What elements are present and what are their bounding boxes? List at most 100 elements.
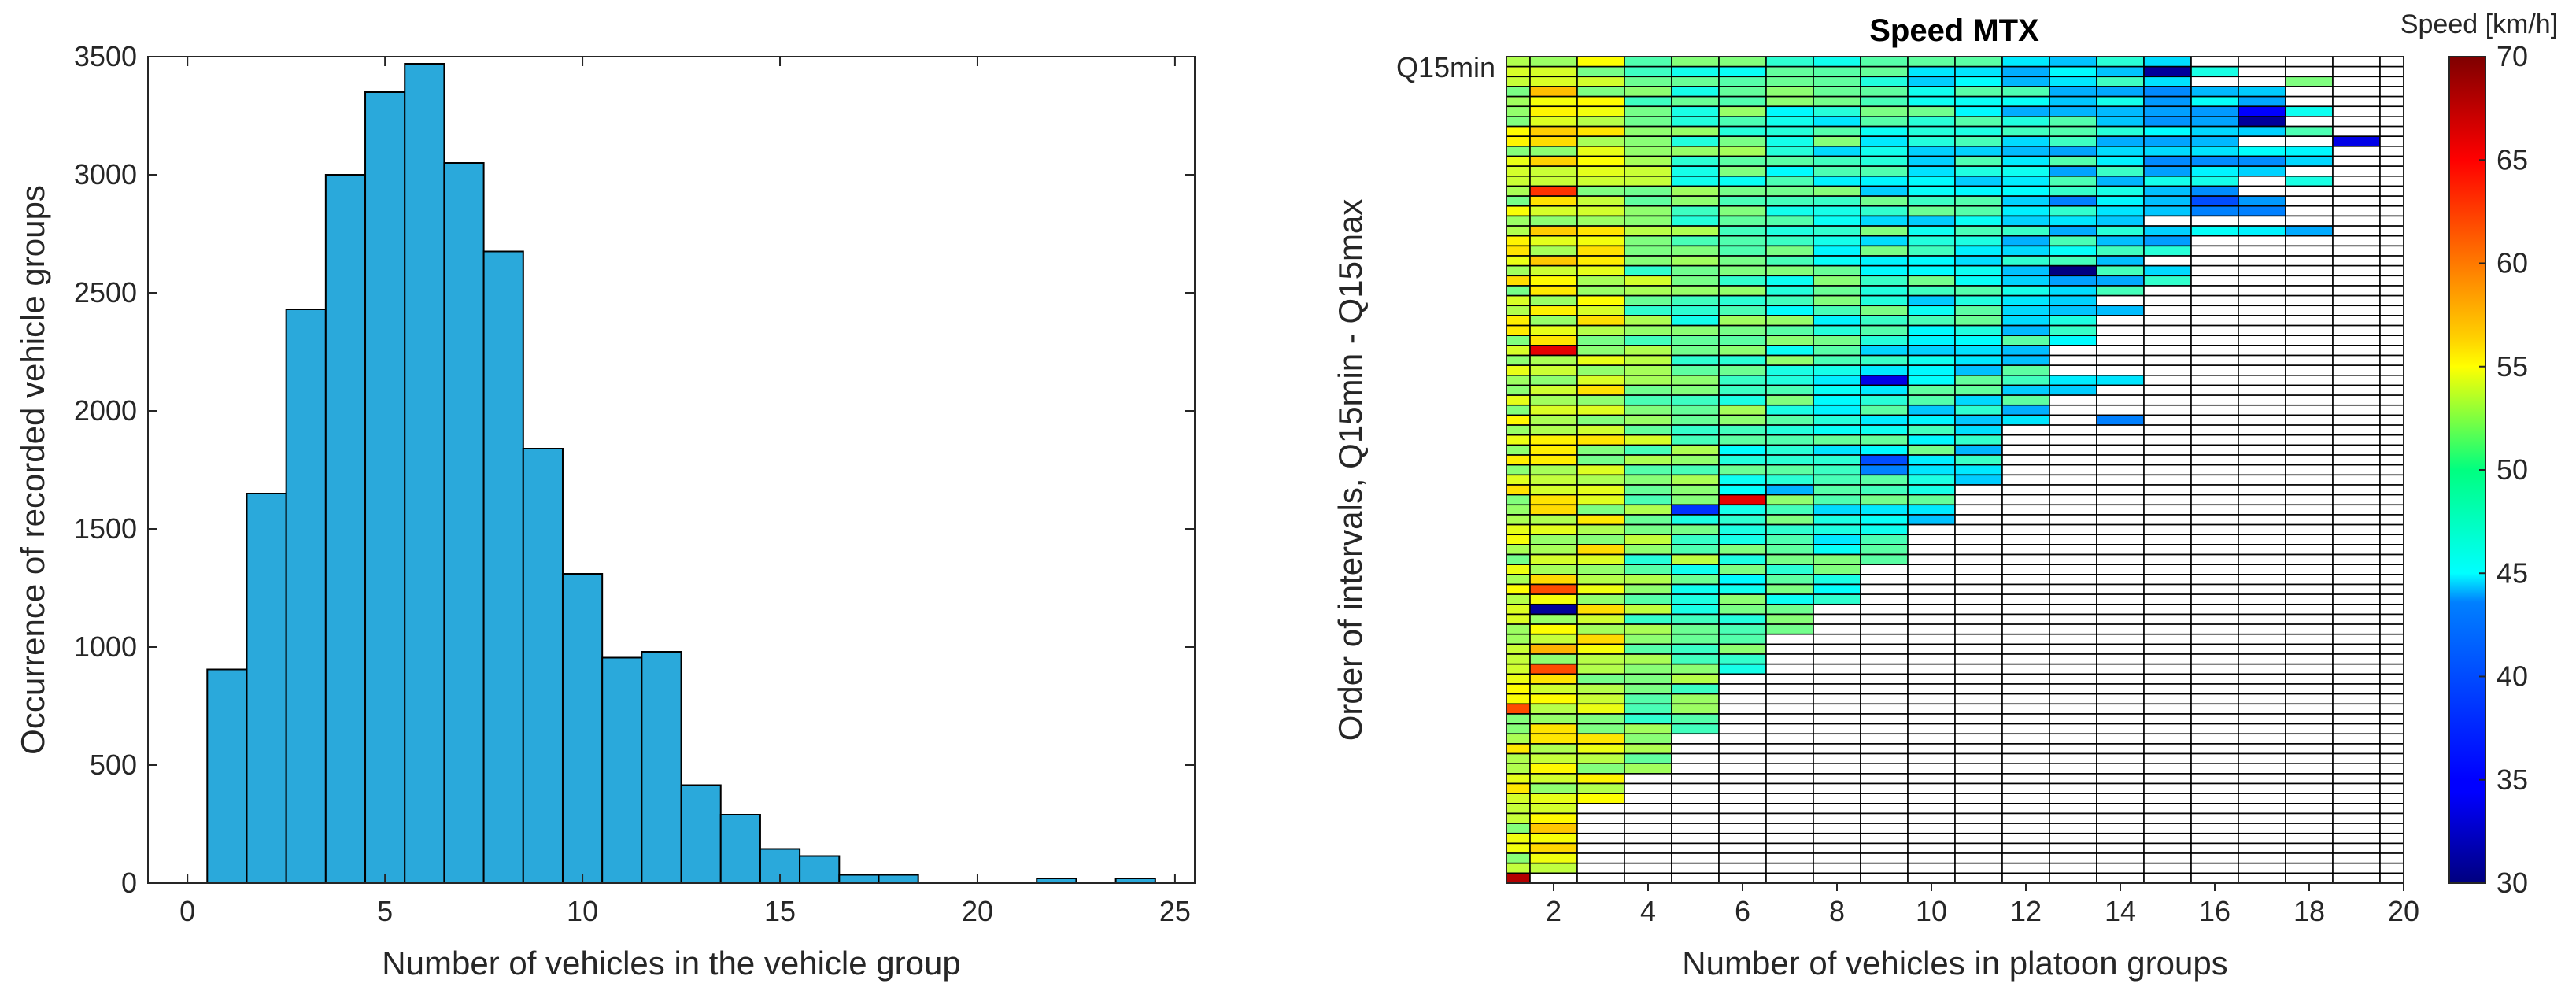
- heatmap-cell: [2049, 832, 2097, 845]
- heatmap-cell: [2001, 125, 2050, 138]
- heatmap-cell: [1718, 65, 1767, 78]
- histogram-bar: [680, 784, 722, 884]
- heatmap-cell: [2049, 623, 2097, 635]
- heatmap-cell: [2143, 683, 2192, 695]
- heatmap-cell: [2190, 125, 2239, 138]
- heatmap-cell: [1954, 95, 2003, 108]
- heatmap-cell: [1576, 663, 1625, 675]
- heatmap-cell: [1576, 782, 1625, 794]
- heatmap-cell: [2143, 264, 2192, 277]
- heatmap-cell: [1860, 514, 1909, 526]
- heatmap-cell: [2285, 255, 2334, 267]
- heatmap-cell: [1506, 474, 1531, 486]
- heatmap-cell: [2190, 95, 2239, 108]
- heatmap-cell: [2190, 364, 2239, 376]
- heatmap-cell: [2238, 135, 2286, 147]
- heatmap-cell: [1576, 414, 1625, 426]
- heatmap-cell: [2049, 693, 2097, 705]
- heatmap-cell: [1576, 185, 1625, 197]
- heatmap-cell: [2285, 414, 2334, 426]
- colorbar-tick-label: 70: [2497, 40, 2528, 72]
- heatmap-cell: [2001, 135, 2050, 147]
- heatmap-cell: [2379, 305, 2404, 316]
- heatmap-cell: [1860, 176, 1909, 187]
- heatmap-cell: [1765, 225, 1814, 237]
- heatmap-cell: [2096, 773, 2145, 785]
- heatmap-x-tick-label: 14: [2105, 895, 2136, 927]
- heatmap-cell: [2049, 802, 2097, 815]
- heatmap-cell: [1718, 733, 1767, 745]
- heatmap-cell: [1529, 832, 1578, 845]
- heatmap-cell: [2049, 852, 2097, 864]
- heatmap-cell: [2096, 474, 2145, 486]
- heatmap-cell: [2049, 743, 2097, 755]
- heatmap-cell: [2049, 165, 2097, 177]
- heatmap-cell: [1529, 603, 1578, 616]
- heatmap-cell: [1718, 603, 1767, 616]
- heatmap-cell: [2379, 255, 2404, 267]
- heatmap-cell: [2190, 643, 2239, 655]
- heatmap-cell: [1576, 245, 1625, 257]
- heatmap-cell: [1671, 623, 1720, 635]
- heatmap-cell: [2332, 264, 2381, 277]
- heatmap-cell: [1860, 743, 1909, 755]
- heatmap-cell: [2143, 494, 2192, 506]
- heatmap-cell: [1954, 793, 2003, 804]
- heatmap-cell: [1576, 474, 1625, 486]
- heatmap-cell: [1506, 56, 1531, 68]
- heatmap-cell: [2096, 484, 2145, 496]
- heatmap-cell: [1813, 523, 1861, 536]
- heatmap-cell: [1624, 56, 1672, 68]
- heatmap-cell: [1954, 574, 2003, 586]
- heatmap-cell: [1576, 723, 1625, 735]
- heatmap-cell: [1624, 86, 1672, 98]
- heatmap-cell: [1624, 782, 1672, 794]
- heatmap-cell: [1765, 294, 1814, 307]
- heatmap-cell: [1907, 613, 1956, 625]
- heatmap-cell: [2143, 146, 2192, 157]
- heatmap-cell: [1907, 752, 1956, 764]
- heatmap-cell: [1529, 294, 1578, 307]
- heatmap-cell: [1718, 832, 1767, 845]
- heatmap-cell: [1907, 454, 1956, 466]
- heatmap-cell: [2096, 802, 2145, 815]
- heatmap-cell: [2049, 404, 2097, 416]
- heatmap-cell: [1954, 603, 2003, 616]
- heatmap-cell: [2285, 733, 2334, 745]
- heatmap-cell: [1576, 713, 1625, 725]
- heatmap-cell: [2379, 76, 2404, 87]
- heatmap-cell: [2379, 146, 2404, 157]
- heatmap-cell: [2332, 125, 2381, 138]
- heatmap-cell: [1860, 593, 1909, 605]
- heatmap-cell: [1576, 375, 1625, 386]
- heatmap-cell: [2238, 86, 2286, 98]
- heatmap-cell: [1954, 494, 2003, 506]
- heatmap-cell: [2285, 285, 2334, 297]
- heatmap-cell: [1718, 782, 1767, 794]
- heatmap-cell: [2190, 335, 2239, 346]
- heatmap-cell: [1954, 444, 2003, 456]
- heatmap-cell: [1624, 713, 1672, 725]
- heatmap-cell: [1506, 176, 1531, 187]
- heatmap-cell: [2096, 583, 2145, 595]
- heatmap-cell: [1529, 534, 1578, 545]
- heatmap-cell: [2049, 494, 2097, 506]
- heatmap-cell: [1813, 504, 1861, 516]
- heatmap-cell: [1907, 514, 1956, 526]
- heatmap-cell: [2143, 823, 2192, 834]
- heatmap-cell: [1718, 275, 1767, 287]
- heatmap-cell: [1506, 205, 1531, 217]
- heatmap-cell: [2238, 125, 2286, 138]
- heatmap-cell: [1813, 255, 1861, 267]
- heatmap-cell: [1529, 743, 1578, 755]
- heatmap-cell: [2285, 523, 2334, 536]
- heatmap-cell: [1529, 862, 1578, 874]
- heatmap-cell: [2096, 633, 2145, 645]
- heatmap-cell: [1624, 65, 1672, 78]
- heatmap-cell: [2379, 872, 2404, 884]
- heatmap-cell: [2049, 176, 2097, 187]
- heatmap-cell: [1671, 264, 1720, 277]
- heatmap-cell: [2332, 653, 2381, 665]
- heatmap-cell: [2001, 544, 2050, 556]
- heatmap-cell: [1765, 414, 1814, 426]
